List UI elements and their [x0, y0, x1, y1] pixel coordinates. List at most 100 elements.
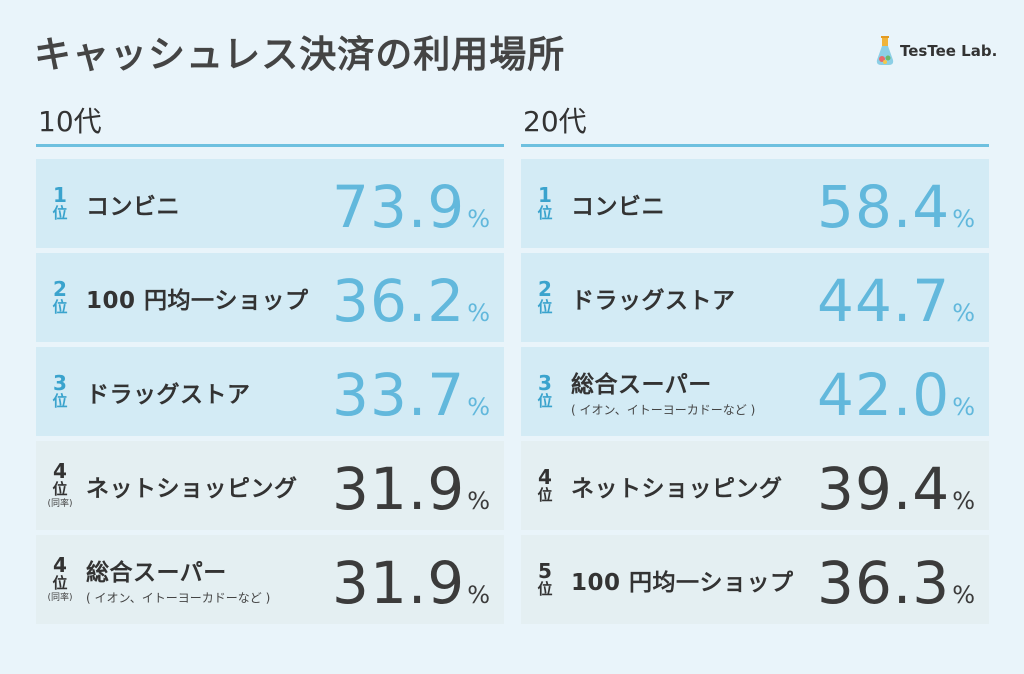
rank-suffix: 位: [52, 392, 68, 411]
place-examples: ( イオン、イトーヨーカドーなど ): [571, 403, 756, 417]
percent-unit: %: [467, 205, 490, 233]
ranking-row: 1 位コンビニ 58.4%: [521, 159, 989, 248]
rank-note: (同率): [47, 593, 73, 604]
rank-number: 4: [53, 459, 67, 484]
place-name: ネットショッピング: [571, 475, 783, 502]
rank-number: 3: [538, 371, 552, 396]
row-value: 58.4%: [817, 159, 975, 248]
ranking-row: 4 位 (同率) ネットショッピング 31.9%: [36, 441, 504, 530]
rank-suffix: 位: [52, 204, 68, 223]
rank-suffix: 位: [537, 486, 553, 505]
rank-number: 1: [53, 183, 67, 208]
percentage-value: 42.0: [817, 361, 951, 429]
rank-number: 2: [538, 277, 552, 302]
ranking-row: 5 位 100 円均一ショップ 36.3%: [521, 535, 989, 624]
rank-suffix: 位: [537, 580, 553, 599]
row-value: 36.3%: [817, 535, 975, 624]
section-title: 10代: [38, 105, 102, 138]
row-label: 総合スーパー ( イオン、イトーヨーカドーなど ): [86, 535, 270, 624]
percent-unit: %: [467, 393, 490, 421]
place-name: 100 円均一ショップ: [86, 287, 309, 314]
place-name: 総合スーパー: [86, 560, 227, 586]
ranking-row: 3 位ドラッグストア 33.7%: [36, 347, 504, 436]
place-name: 総合スーパー: [571, 372, 712, 398]
percentage-value: 36.2: [332, 267, 466, 335]
page-title: キャッシュレス決済の利用場所: [34, 33, 566, 76]
section-10s: 10代 1 位コンビニ 73.9% 2 位 100 円均一ショップ 36.2% 3 位ドラッグス…: [36, 102, 504, 629]
place-name: 100 円均一ショップ: [571, 569, 794, 596]
row-label: ドラッグストア: [86, 347, 251, 436]
row-value: 33.7%: [332, 347, 490, 436]
rank-badge: 4 位 (同率): [36, 535, 84, 624]
place-name: コンビニ: [86, 193, 180, 220]
brand-logo: TesTee Lab.: [876, 36, 997, 66]
rank-number: 5: [538, 559, 552, 584]
percentage-value: 33.7: [332, 361, 466, 429]
percent-unit: %: [467, 487, 490, 515]
section-title: 20代: [523, 105, 587, 138]
rank-badge: 4 位 (同率): [36, 441, 84, 530]
row-label: 100 円均一ショップ: [571, 535, 794, 624]
rank-suffix: 位: [537, 392, 553, 411]
rank-suffix: 位: [537, 204, 553, 223]
row-label: ネットショッピング: [571, 441, 783, 530]
section-20s: 20代 1 位コンビニ 58.4% 2 位ドラッグストア 44.7% 3 位総合スーパー( イ…: [521, 102, 989, 629]
percentage-value: 31.9: [332, 549, 466, 617]
place-examples: ( イオン、イトーヨーカドーなど ): [86, 591, 271, 605]
percent-unit: %: [467, 299, 490, 327]
place-name: ネットショッピング: [86, 475, 298, 502]
rank-number: 3: [53, 371, 67, 396]
percent-unit: %: [952, 487, 975, 515]
rank-suffix: 位: [52, 298, 68, 317]
row-label: コンビニ: [86, 159, 180, 248]
percent-unit: %: [952, 205, 975, 233]
row-label: 100 円均一ショップ: [86, 253, 309, 342]
percent-unit: %: [467, 581, 490, 609]
place-name: ドラッグストア: [86, 381, 251, 408]
row-label: ドラッグストア: [571, 253, 736, 342]
rank-number: 1: [538, 183, 552, 208]
row-value: 44.7%: [817, 253, 975, 342]
rank-number: 4: [538, 465, 552, 490]
ranking-list: 1 位コンビニ 73.9% 2 位 100 円均一ショップ 36.2% 3 位ドラッグストア 33…: [36, 159, 504, 624]
row-label: 総合スーパー ( イオン、イトーヨーカドーなど ): [571, 347, 755, 436]
percentage-value: 73.9: [332, 173, 466, 241]
percent-unit: %: [952, 393, 975, 421]
rank-suffix: 位: [52, 480, 68, 499]
percentage-value: 31.9: [332, 455, 466, 523]
ranking-row: 4 位 (同率) 総合スーパー( イオン、イトーヨーカドーなど ) 31.9%: [36, 535, 504, 624]
section-divider: [36, 144, 504, 147]
row-label: ネットショッピング: [86, 441, 298, 530]
place-name: ドラッグストア: [571, 287, 736, 314]
flask-icon: [876, 36, 894, 65]
ranking-row: 1 位コンビニ 73.9%: [36, 159, 504, 248]
place-name: コンビニ: [571, 193, 665, 220]
percent-unit: %: [952, 581, 975, 609]
row-value: 36.2%: [332, 253, 490, 342]
row-value: 31.9%: [332, 535, 490, 624]
percentage-value: 39.4: [817, 455, 951, 523]
row-value: 73.9%: [332, 159, 490, 248]
percentage-value: 58.4: [817, 173, 951, 241]
row-value: 31.9%: [332, 441, 490, 530]
ranking-row: 2 位 100 円均一ショップ 36.2%: [36, 253, 504, 342]
rank-number: 2: [53, 277, 67, 302]
section-divider: [521, 144, 989, 147]
ranking-row: 4 位ネットショッピング 39.4%: [521, 441, 989, 530]
rank-number: 4: [53, 553, 67, 578]
row-value: 39.4%: [817, 441, 975, 530]
ranking-list: 1 位コンビニ 58.4% 2 位ドラッグストア 44.7% 3 位総合スーパー( イオン、イ…: [521, 159, 989, 624]
ranking-row: 2 位ドラッグストア 44.7%: [521, 253, 989, 342]
ranking-row: 3 位総合スーパー ( イオン、イトーヨーカドーなど ) 42.0%: [521, 347, 989, 436]
logo-text: TesTee Lab.: [900, 42, 998, 60]
row-value: 42.0%: [817, 347, 975, 436]
rank-suffix: 位: [52, 574, 68, 593]
percentage-value: 36.3: [817, 549, 951, 617]
row-label: コンビニ: [571, 159, 665, 248]
